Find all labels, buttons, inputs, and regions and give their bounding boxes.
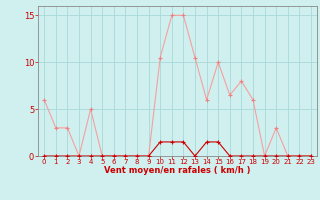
X-axis label: Vent moyen/en rafales ( km/h ): Vent moyen/en rafales ( km/h ) bbox=[104, 166, 251, 175]
